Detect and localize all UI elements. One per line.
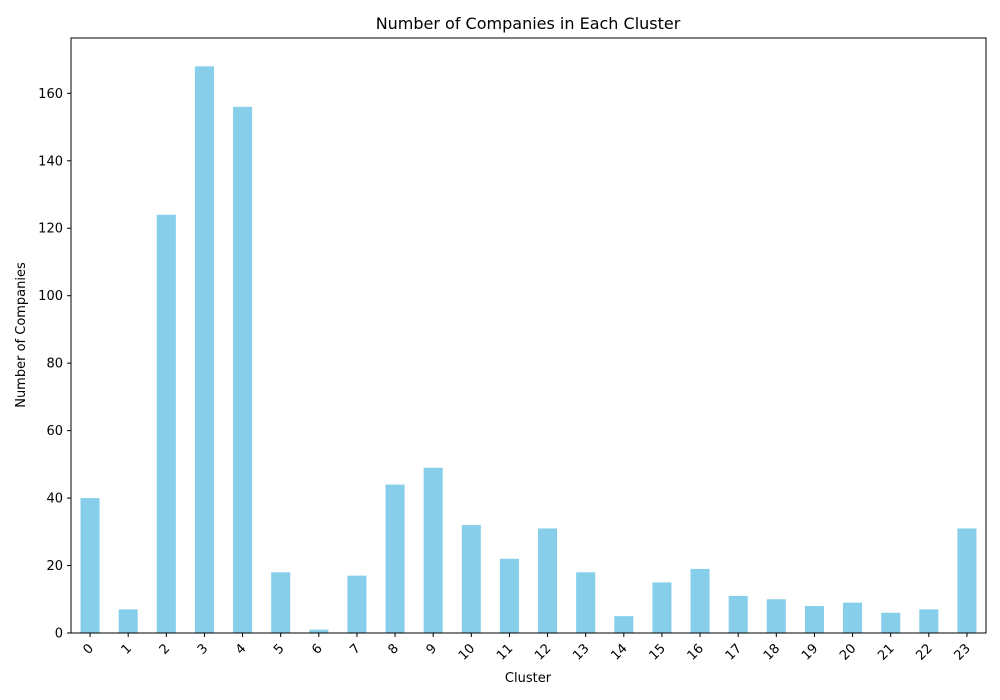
x-tick-label: 0 [80,641,96,657]
bar-cluster-11 [499,558,519,633]
bar-cluster-23 [957,528,977,633]
y-tick-label: 140 [38,154,63,169]
x-tick-label: 4 [233,641,249,657]
bar-cluster-15 [652,582,672,633]
x-tick-label: 20 [837,641,859,663]
bar-cluster-6 [309,629,329,633]
bar-cluster-2 [156,214,176,633]
x-tick-label: 7 [347,641,363,657]
x-tick-label: 19 [799,641,821,663]
x-tick-label: 8 [385,641,401,657]
bar-cluster-10 [461,525,481,633]
y-axis: 0 20 40 60 80 100 120 140 160 [38,87,71,642]
bar-cluster-14 [614,616,634,633]
bar-cluster-7 [347,575,367,633]
x-tick-label: 17 [723,641,745,663]
bar-cluster-21 [881,612,901,633]
bar-cluster-3 [194,66,214,634]
x-axis: 0 1 2 3 4 5 6 7 8 9 10 11 12 13 14 15 16 17 18 19 20 21 22 23 [80,633,974,664]
x-axis-title: Cluster [505,671,552,686]
x-tick-label: 22 [913,641,935,663]
y-tick-label: 160 [38,87,63,102]
x-tick-label: 11 [494,641,516,663]
x-tick-label: 13 [570,641,592,663]
x-tick-label: 23 [951,641,973,663]
x-tick-label: 6 [309,641,325,657]
bar-cluster-0 [80,498,100,633]
bar-cluster-18 [766,599,786,633]
x-tick-label: 12 [532,641,554,663]
x-tick-label: 3 [195,641,211,657]
x-tick-label: 16 [685,641,707,663]
y-tick-label: 0 [55,627,63,642]
x-tick-label: 14 [608,641,630,663]
bar-cluster-17 [728,595,748,633]
chart-title: Number of Companies in Each Cluster [376,14,681,33]
y-tick-label: 20 [46,559,63,574]
y-axis-title: Number of Companies [14,262,29,408]
bar-cluster-5 [271,572,291,633]
x-tick-label: 10 [456,641,478,663]
bar-cluster-20 [843,602,863,633]
y-tick-label: 40 [46,492,63,507]
x-tick-label: 1 [119,641,135,657]
bar-cluster-9 [423,467,443,633]
bars-group [80,66,977,634]
y-tick-label: 80 [46,357,63,372]
x-tick-label: 21 [875,641,897,663]
bar-cluster-1 [118,609,138,633]
y-tick-label: 120 [38,222,63,237]
bar-cluster-4 [233,106,253,634]
bar-cluster-13 [576,572,596,633]
y-tick-label: 60 [46,424,63,439]
bar-cluster-8 [385,484,405,633]
x-tick-label: 18 [761,641,783,663]
plot-frame [70,37,987,634]
bar-cluster-19 [804,606,824,633]
y-tick-label: 100 [38,289,63,304]
x-tick-label: 15 [646,641,668,663]
bar-cluster-12 [538,528,558,633]
x-tick-label: 9 [424,641,440,657]
x-tick-label: 2 [157,641,173,657]
x-tick-label: 5 [271,641,287,657]
bar-cluster-16 [690,568,710,633]
bar-cluster-22 [919,609,939,633]
